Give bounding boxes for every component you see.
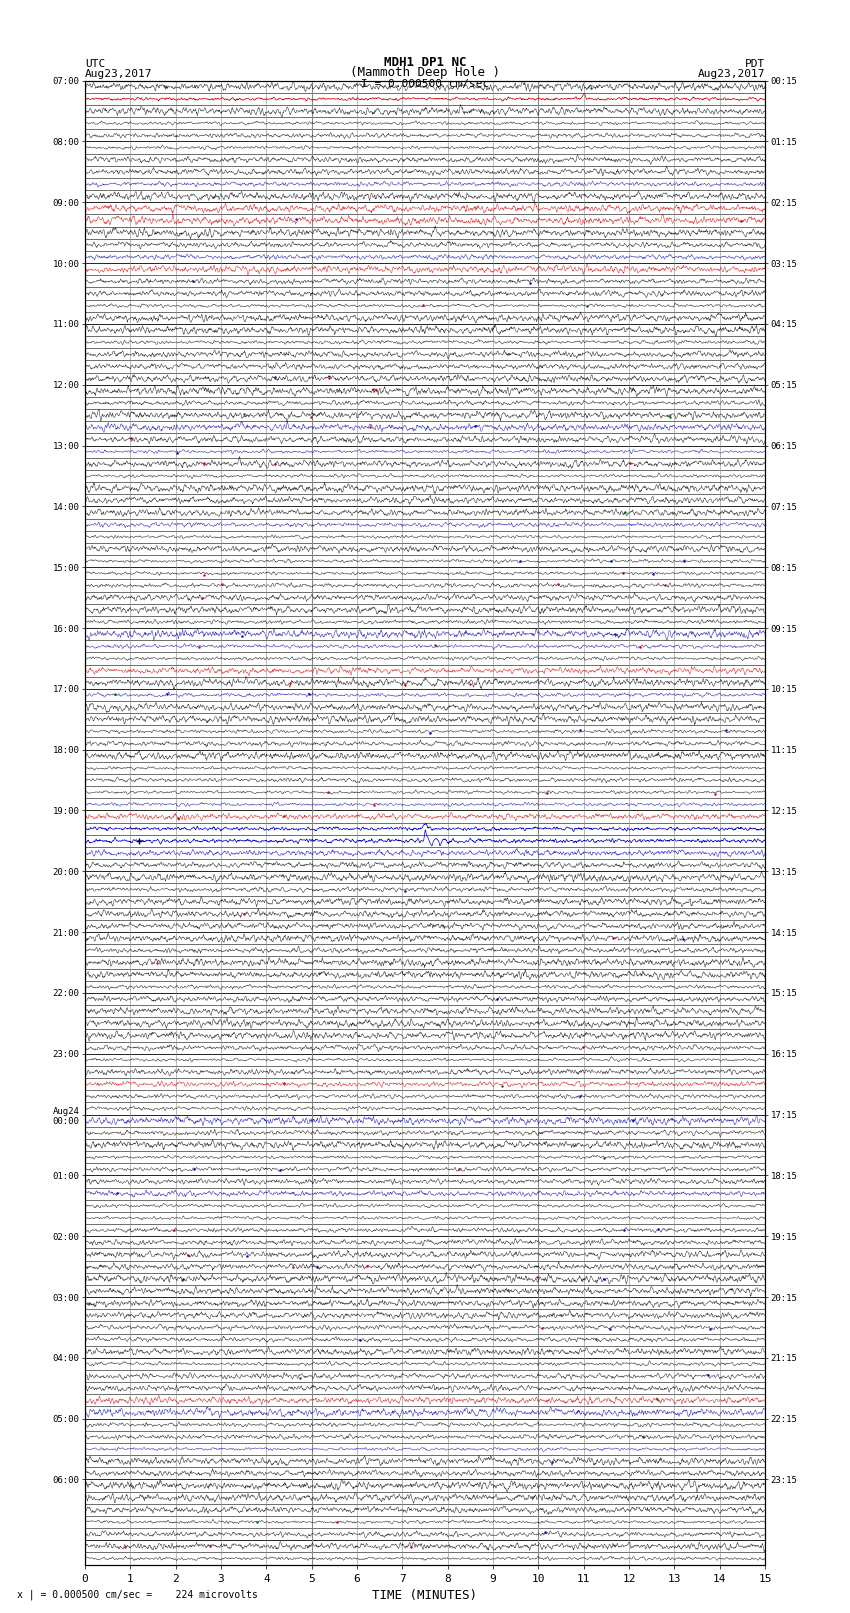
Text: Aug23,2017: Aug23,2017 bbox=[698, 69, 765, 79]
X-axis label: TIME (MINUTES): TIME (MINUTES) bbox=[372, 1589, 478, 1602]
Text: (Mammoth Deep Hole ): (Mammoth Deep Hole ) bbox=[350, 66, 500, 79]
Text: x | = 0.000500 cm/sec =    224 microvolts: x | = 0.000500 cm/sec = 224 microvolts bbox=[17, 1589, 258, 1600]
Text: Aug23,2017: Aug23,2017 bbox=[85, 69, 152, 79]
Text: UTC: UTC bbox=[85, 60, 105, 69]
Text: PDT: PDT bbox=[745, 60, 765, 69]
Text: I = 0.000500 cm/sec: I = 0.000500 cm/sec bbox=[361, 79, 489, 89]
Text: MDH1 DP1 NC: MDH1 DP1 NC bbox=[383, 56, 467, 69]
